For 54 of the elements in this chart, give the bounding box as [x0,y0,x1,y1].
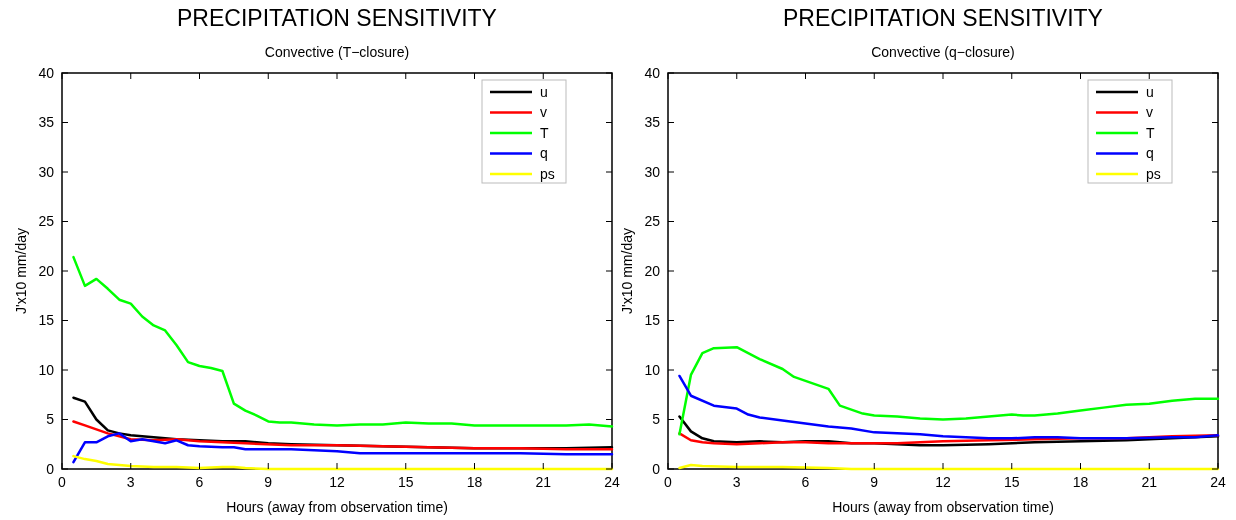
y-tick-label: 5 [46,411,55,428]
y-tick-label: 25 [644,213,661,230]
x-tick-label: 18 [1072,474,1089,490]
legend-label: ps [540,165,555,182]
legend-label: T [1146,124,1155,141]
legend-label: v [1146,104,1153,121]
legend-label: u [540,83,548,100]
chart-title: PRECIPITATION SENSITIVITY [177,5,497,31]
x-tick-label: 0 [664,474,673,490]
y-tick-label: 20 [38,262,55,279]
x-tick-label: 9 [870,474,879,490]
y-tick-label: 0 [652,460,661,477]
x-tick-label: 3 [126,474,135,490]
y-tick-label: 5 [652,411,661,428]
x-tick-label: 6 [195,474,204,490]
x-tick-label: 3 [732,474,741,490]
legend-label: v [540,104,547,121]
y-tick-label: 15 [644,312,661,329]
x-tick-label: 21 [535,474,552,490]
x-tick-label: 0 [58,474,67,490]
y-tick-label: 30 [644,163,661,180]
x-axis-title: Hours (away from observation time) [226,499,448,515]
y-axis-title: J'x10 mm/day [13,228,29,314]
y-tick-label: 25 [38,213,55,230]
legend-label: T [540,124,549,141]
y-tick-label: 10 [644,361,661,378]
x-tick-label: 6 [801,474,810,490]
y-tick-label: 20 [644,262,661,279]
y-tick-label: 15 [38,312,55,329]
legend-label: q [540,145,548,162]
x-tick-label: 24 [604,474,620,490]
x-tick-label: 12 [935,474,951,490]
y-tick-label: 0 [46,460,55,477]
y-tick-label: 40 [38,64,55,81]
legend-label: ps [1146,165,1161,182]
x-tick-label: 15 [397,474,414,490]
x-tick-label: 9 [264,474,273,490]
y-tick-label: 30 [38,163,55,180]
x-tick-label: 18 [466,474,483,490]
chart-subtitle: Convective (T−closure) [264,44,410,60]
legend-label: u [1146,83,1154,100]
y-tick-label: 40 [644,64,661,81]
y-tick-label: 35 [38,114,55,131]
x-tick-label: 21 [1141,474,1158,490]
x-tick-label: 12 [329,474,345,490]
x-tick-label: 24 [1210,474,1226,490]
y-tick-label: 10 [38,361,55,378]
legend-label: q [1146,145,1154,162]
x-tick-label: 15 [1003,474,1020,490]
y-axis-title: J'x10 mm/day [619,228,635,314]
x-axis-title: Hours (away from observation time) [832,499,1054,515]
chart-title: PRECIPITATION SENSITIVITY [783,5,1103,31]
chart-subtitle: Convective (q−closure) [871,44,1015,60]
y-tick-label: 35 [644,114,661,131]
